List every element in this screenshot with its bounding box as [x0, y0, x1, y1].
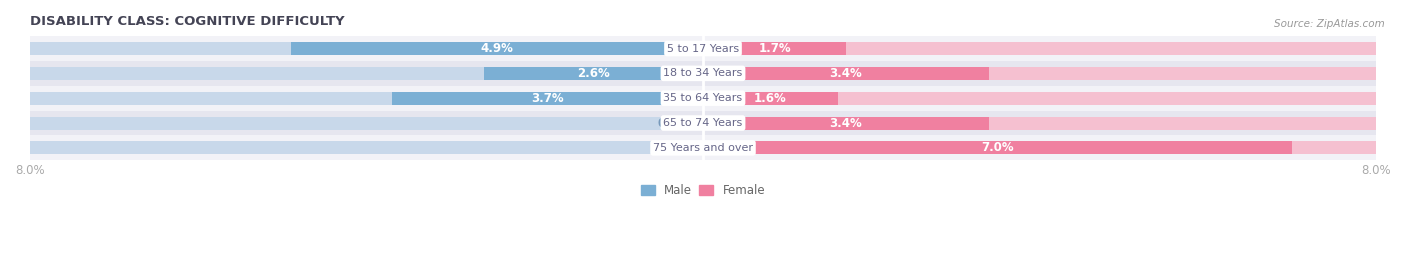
Text: 0.0%: 0.0%	[658, 141, 690, 154]
Text: 18 to 34 Years: 18 to 34 Years	[664, 68, 742, 78]
Legend: Male, Female: Male, Female	[636, 179, 770, 202]
Bar	[703, 141, 1292, 154]
Bar	[703, 42, 846, 55]
Bar	[30, 136, 1376, 160]
Text: 3.7%: 3.7%	[531, 92, 564, 105]
Bar	[392, 92, 703, 105]
Bar	[703, 67, 1376, 80]
Bar	[30, 92, 703, 105]
Bar	[30, 111, 1376, 136]
Bar	[703, 117, 988, 130]
Text: 5 to 17 Years: 5 to 17 Years	[666, 43, 740, 53]
Text: 3.4%: 3.4%	[830, 117, 862, 130]
Text: 7.0%: 7.0%	[981, 141, 1014, 154]
Bar	[484, 67, 703, 80]
Bar	[30, 42, 703, 55]
Bar	[703, 141, 1376, 154]
Bar	[291, 42, 703, 55]
Text: DISABILITY CLASS: COGNITIVE DIFFICULTY: DISABILITY CLASS: COGNITIVE DIFFICULTY	[30, 15, 344, 28]
Bar	[703, 67, 988, 80]
Bar	[30, 61, 1376, 86]
Text: 3.4%: 3.4%	[830, 67, 862, 80]
Text: 65 to 74 Years: 65 to 74 Years	[664, 118, 742, 128]
Text: 4.9%: 4.9%	[481, 42, 513, 55]
Text: Source: ZipAtlas.com: Source: ZipAtlas.com	[1274, 19, 1385, 29]
Bar	[703, 42, 1376, 55]
Bar	[30, 86, 1376, 111]
Text: 1.6%: 1.6%	[754, 92, 787, 105]
Bar	[703, 92, 838, 105]
Bar	[703, 117, 1376, 130]
Bar	[30, 67, 703, 80]
Text: 1.7%: 1.7%	[758, 42, 790, 55]
Bar	[30, 141, 703, 154]
Bar	[30, 117, 703, 130]
Text: 35 to 64 Years: 35 to 64 Years	[664, 93, 742, 103]
Text: 75 Years and over: 75 Years and over	[652, 143, 754, 153]
Text: 2.6%: 2.6%	[578, 67, 610, 80]
Bar	[30, 36, 1376, 61]
Bar	[703, 92, 1376, 105]
Text: 0.0%: 0.0%	[658, 117, 690, 130]
